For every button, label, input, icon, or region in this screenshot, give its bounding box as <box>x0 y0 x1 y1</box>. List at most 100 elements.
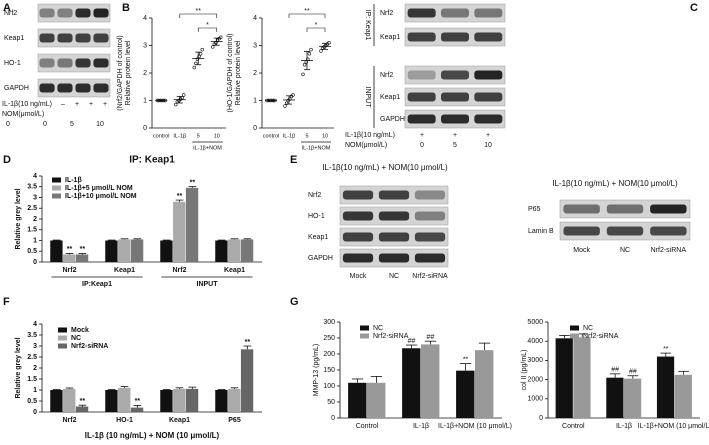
condition-value: + <box>486 132 490 139</box>
blot-strip <box>37 28 111 48</box>
x-tick-label: Keap1 <box>114 267 135 274</box>
blot-band <box>342 190 374 200</box>
blot-row-label: GAPDH <box>308 255 333 262</box>
bar <box>215 240 228 262</box>
blot-band <box>441 32 469 42</box>
legend-swatch <box>570 333 579 339</box>
lane-label: Mock <box>350 273 367 280</box>
data-point <box>198 52 203 56</box>
blot-row-label: P65 <box>528 206 541 213</box>
lane-label: NC <box>389 273 399 280</box>
bar <box>118 387 131 412</box>
y-tick-label: 0 <box>33 409 37 416</box>
y-tick-label: 0 <box>539 415 543 422</box>
x-tick-label: Keap1 <box>224 267 245 274</box>
bar <box>185 388 199 412</box>
y-tick-label: 300 <box>323 319 335 326</box>
y-tick-label: 4 <box>33 173 37 180</box>
bar <box>63 388 76 412</box>
bar <box>228 388 241 412</box>
legend-label: Nrf2-siRNA <box>583 333 619 340</box>
annotation: ** <box>135 398 141 405</box>
y-axis-label: Relative grey level <box>15 337 22 398</box>
lane-label: NC <box>620 247 630 254</box>
bar <box>656 356 675 418</box>
y-tick-label: 0 <box>331 415 335 422</box>
blot-band <box>378 211 410 221</box>
y-tick-label: 2.5 <box>27 354 37 361</box>
y-tick-label: 4 <box>253 15 257 22</box>
blot-band <box>57 83 73 93</box>
panel-label: D <box>3 154 11 166</box>
blot-band <box>563 226 600 236</box>
condition-value: + <box>89 101 93 108</box>
y-tick-label: 200 <box>323 351 335 358</box>
legend-swatch <box>58 335 67 341</box>
data-point <box>288 97 292 101</box>
condition-value: + <box>420 132 424 139</box>
y-tick-label: 1 <box>253 97 257 104</box>
blot-band <box>93 58 109 68</box>
bar <box>185 187 199 262</box>
blot-row-label: HO-1 <box>308 213 325 220</box>
bar <box>50 240 63 262</box>
condition-value: + <box>103 101 107 108</box>
y-tick-label: 2 <box>33 216 37 223</box>
x-tick-label: P65 <box>228 417 241 424</box>
condition-value: 10 <box>484 142 492 149</box>
legend-label: Mock <box>71 327 89 334</box>
annotation: ** <box>463 356 469 363</box>
x-tick-label: control <box>263 133 280 139</box>
y-tick-label: 1000 <box>527 396 543 403</box>
x-axis-label: IL-1β (10 ng/mL) + NOM (10 μmol/L) <box>85 431 220 440</box>
legend-label: IL-1β+10 μmol/L NOM <box>65 193 137 200</box>
blot-band <box>474 32 503 42</box>
annotation: ** <box>177 193 183 200</box>
y-tick-label: 0 <box>143 125 147 132</box>
y-tick-label: 1 <box>33 237 37 244</box>
annotation: ** <box>245 339 251 346</box>
significance-label: * <box>315 22 318 29</box>
condition-value: 5 <box>70 121 74 128</box>
group-label: IL-1β+NOM <box>193 145 222 151</box>
blot-band <box>378 190 410 200</box>
x-tick-label: IL-1β <box>413 423 429 430</box>
bar <box>173 388 186 412</box>
x-tick-label: IL-1β <box>283 133 296 139</box>
legend-swatch <box>360 325 369 331</box>
blot-strip <box>37 78 111 98</box>
x-tick-label: HO-1 <box>116 417 133 424</box>
panel-label: F <box>3 296 10 308</box>
legend-label: NC <box>71 335 81 342</box>
data-point <box>284 101 289 105</box>
bar <box>624 378 642 418</box>
data-point <box>211 45 215 49</box>
lane-label: Nrf2-siRNA <box>412 273 448 280</box>
y-tick-label: 0 <box>33 259 37 266</box>
blot-band <box>441 8 469 18</box>
y-axis-label: Relative grey level <box>15 188 22 249</box>
blot-band <box>75 83 91 93</box>
y-tick-label: 2 <box>33 365 37 372</box>
blot-band <box>474 114 503 124</box>
data-point <box>182 93 186 97</box>
condition-label: NOM(μmol/L) <box>2 111 44 118</box>
y-tick-label: 3 <box>33 343 37 350</box>
annotation: ## <box>629 369 637 376</box>
data-point <box>174 102 178 107</box>
y-tick-label: 4000 <box>527 338 543 345</box>
bar <box>63 254 76 262</box>
data-point <box>291 93 295 97</box>
y-tick-label: 0.5 <box>27 248 37 255</box>
legend-label: IL-1β <box>65 177 82 184</box>
blot-band <box>606 204 644 214</box>
panel-label: B <box>122 2 130 14</box>
bar <box>215 390 228 412</box>
blot-band <box>39 8 55 18</box>
condition-value: 0 <box>6 121 10 128</box>
blot-band <box>57 33 73 43</box>
annotation: ** <box>663 346 669 353</box>
blot-title: IL-1β(10 ng/mL) + NOM(10 μmol/L) <box>322 163 448 172</box>
y-axis-label: (Nrf2/GAPDH of control) <box>117 35 124 110</box>
blot-band <box>441 70 469 80</box>
